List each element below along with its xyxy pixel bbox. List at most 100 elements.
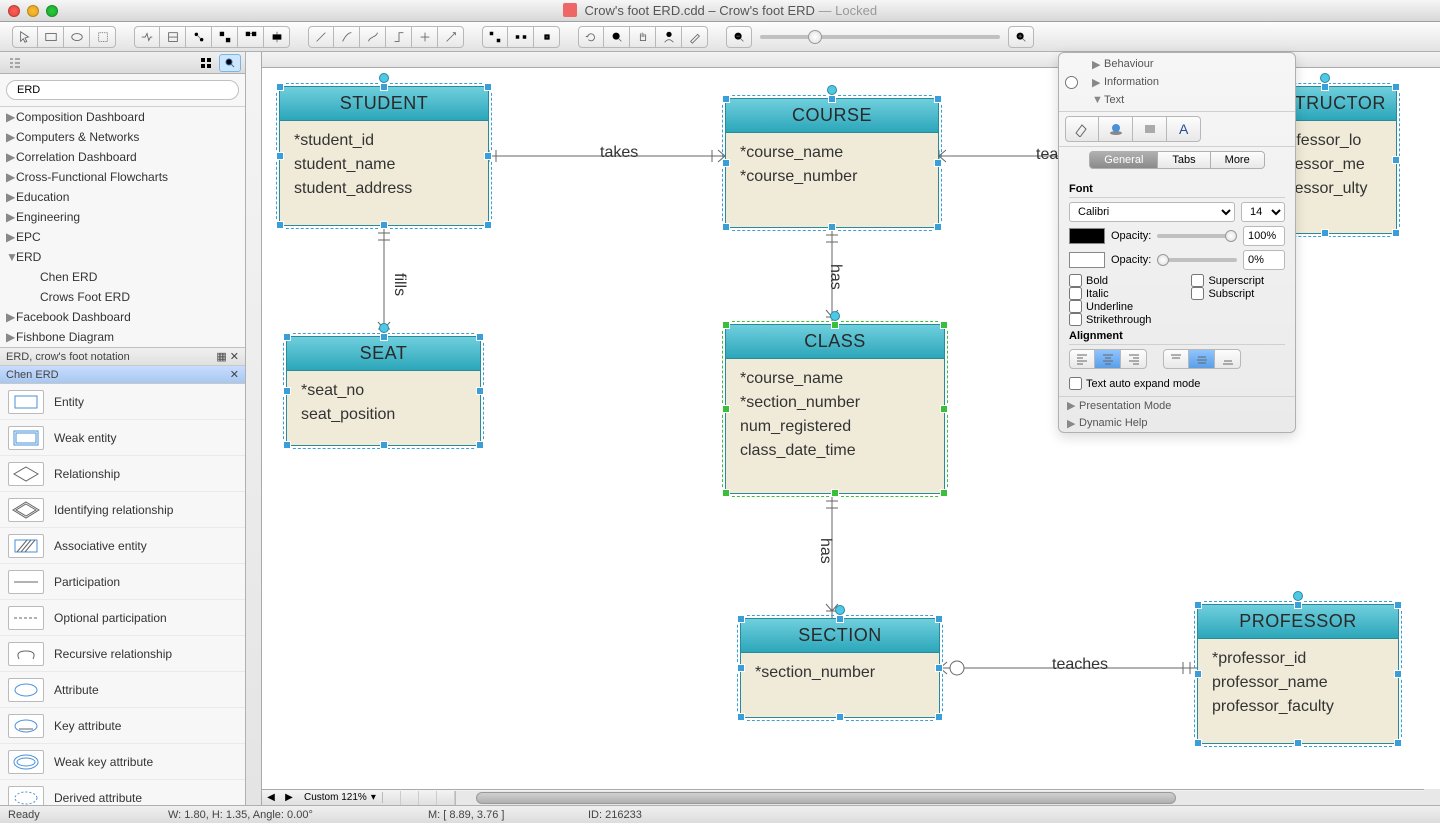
resize-handle[interactable] — [737, 615, 745, 623]
lib-item[interactable]: Optional participation — [0, 600, 245, 636]
lib-header-chen[interactable]: Chen ERD ✕ — [0, 366, 245, 384]
connection-point[interactable] — [830, 311, 840, 321]
props-radio[interactable] — [1065, 76, 1078, 89]
props-hdr-presentation[interactable]: ▶Presentation Mode — [1059, 396, 1295, 414]
tree-item[interactable]: Crows Foot ERD — [0, 287, 245, 307]
resize-handle[interactable] — [836, 713, 844, 721]
view-btn-4[interactable] — [437, 791, 455, 805]
resize-handle[interactable] — [1294, 601, 1302, 609]
subscript-checkbox[interactable]: Subscript — [1191, 287, 1264, 300]
conn-tool-6[interactable] — [438, 26, 464, 48]
resize-handle[interactable] — [1392, 229, 1400, 237]
lib-item[interactable]: Derived attribute — [0, 780, 245, 805]
resize-handle[interactable] — [836, 615, 844, 623]
connection-point[interactable] — [1320, 73, 1330, 83]
conn-tool-2[interactable] — [334, 26, 360, 48]
grid-view-icon[interactable] — [195, 54, 217, 72]
strike-checkbox[interactable]: Strikethrough — [1069, 313, 1151, 326]
props-hdr-dynhelp[interactable]: ▶Dynamic Help — [1059, 414, 1295, 432]
underline-checkbox[interactable]: Underline — [1069, 300, 1151, 313]
resize-handle[interactable] — [476, 333, 484, 341]
shape-tool-4[interactable] — [212, 26, 238, 48]
resize-handle[interactable] — [940, 489, 948, 497]
align-tool-1[interactable] — [482, 26, 508, 48]
text-opacity-value[interactable] — [1243, 226, 1285, 246]
tree-item[interactable]: Chen ERD — [0, 267, 245, 287]
resize-handle[interactable] — [380, 221, 388, 229]
zoom-out-button[interactable] — [726, 26, 752, 48]
props-tab-tabs[interactable]: Tabs — [1158, 151, 1210, 169]
refresh-tool[interactable] — [578, 26, 604, 48]
lib-item[interactable]: Participation — [0, 564, 245, 600]
lib-item[interactable]: Weak entity — [0, 420, 245, 456]
scroll-right-button[interactable]: ▶ — [280, 792, 298, 803]
resize-handle[interactable] — [1394, 601, 1402, 609]
conn-tool-1[interactable] — [308, 26, 334, 48]
fill-style-icon[interactable] — [1065, 116, 1099, 142]
resize-handle[interactable] — [828, 95, 836, 103]
entity-seat[interactable]: SEAT*seat_noseat_position — [286, 336, 481, 446]
lib-item[interactable]: Key attribute — [0, 708, 245, 744]
resize-handle[interactable] — [940, 405, 948, 413]
lib-item[interactable]: Attribute — [0, 672, 245, 708]
font-size-select[interactable]: 14 — [1241, 202, 1285, 222]
resize-handle[interactable] — [1392, 156, 1400, 164]
connection-point[interactable] — [379, 323, 389, 333]
tree-item[interactable]: ▶Fishbone Diagram — [0, 327, 245, 347]
resize-handle[interactable] — [1392, 83, 1400, 91]
resize-handle[interactable] — [722, 95, 730, 103]
resize-handle[interactable] — [476, 441, 484, 449]
lib-item[interactable]: Relationship — [0, 456, 245, 492]
props-tab-more[interactable]: More — [1211, 151, 1265, 169]
resize-handle[interactable] — [276, 152, 284, 160]
italic-checkbox[interactable]: Italic — [1069, 287, 1151, 300]
resize-handle[interactable] — [935, 615, 943, 623]
resize-handle[interactable] — [1194, 601, 1202, 609]
props-tab-general[interactable]: General — [1089, 151, 1158, 169]
resize-handle[interactable] — [722, 405, 730, 413]
view-btn-3[interactable] — [419, 791, 437, 805]
text-tool[interactable] — [90, 26, 116, 48]
resize-handle[interactable] — [722, 223, 730, 231]
resize-handle[interactable] — [831, 321, 839, 329]
line-style-icon[interactable] — [1133, 116, 1167, 142]
resize-handle[interactable] — [484, 152, 492, 160]
props-hdr-information[interactable]: ▶Information — [1084, 73, 1289, 91]
hscroll-track[interactable] — [456, 791, 1424, 805]
align-left-button[interactable] — [1069, 349, 1095, 369]
resize-handle[interactable] — [737, 713, 745, 721]
tree-item[interactable]: ▶Education — [0, 187, 245, 207]
entity-student[interactable]: STUDENT*student_idstudent_namestudent_ad… — [279, 86, 489, 226]
resize-handle[interactable] — [1321, 229, 1329, 237]
connection-point[interactable] — [1293, 591, 1303, 601]
resize-handle[interactable] — [276, 83, 284, 91]
resize-handle[interactable] — [940, 321, 948, 329]
tree-item[interactable]: ▶EPC — [0, 227, 245, 247]
resize-handle[interactable] — [722, 321, 730, 329]
shape-tool-3[interactable] — [186, 26, 212, 48]
connection-point[interactable] — [835, 605, 845, 615]
resize-handle[interactable] — [935, 713, 943, 721]
tree-item[interactable]: ▶Facebook Dashboard — [0, 307, 245, 327]
shape-tool-1[interactable] — [134, 26, 160, 48]
connection-point[interactable] — [379, 73, 389, 83]
lib-item[interactable]: Identifying relationship — [0, 492, 245, 528]
text-opacity-slider[interactable] — [1157, 234, 1237, 238]
resize-handle[interactable] — [1394, 739, 1402, 747]
text-color-swatch[interactable] — [1069, 228, 1105, 244]
resize-handle[interactable] — [380, 83, 388, 91]
conn-tool-5[interactable] — [412, 26, 438, 48]
tree-item[interactable]: ▶Cross-Functional Flowcharts — [0, 167, 245, 187]
shape-tool-6[interactable] — [264, 26, 290, 48]
resize-handle[interactable] — [380, 441, 388, 449]
resize-handle[interactable] — [476, 387, 484, 395]
lib-item[interactable]: Associative entity — [0, 528, 245, 564]
zoom-display[interactable]: Custom 121% ▾ — [298, 792, 383, 803]
resize-handle[interactable] — [722, 159, 730, 167]
align-center-button[interactable] — [1095, 349, 1121, 369]
resize-handle[interactable] — [1294, 739, 1302, 747]
lib-item[interactable]: Weak key attribute — [0, 744, 245, 780]
resize-handle[interactable] — [1194, 739, 1202, 747]
zoom-tool[interactable] — [604, 26, 630, 48]
zoom-slider[interactable] — [760, 35, 1000, 39]
